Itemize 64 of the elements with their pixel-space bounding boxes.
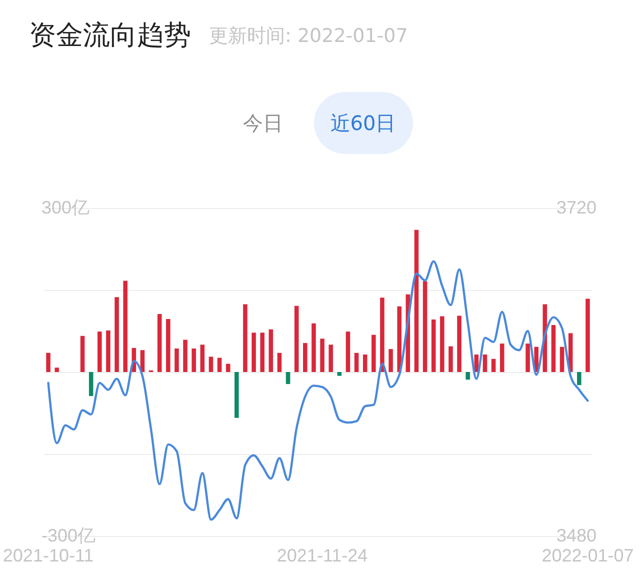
bar xyxy=(440,316,444,372)
bar xyxy=(551,324,556,372)
bar xyxy=(482,354,488,372)
bar xyxy=(337,372,342,376)
bar xyxy=(243,304,248,372)
bar xyxy=(491,358,496,372)
bar xyxy=(414,230,419,372)
bar xyxy=(388,349,393,372)
y-tick-label: 300亿 xyxy=(42,198,90,218)
bar xyxy=(106,330,110,372)
bar xyxy=(303,343,308,372)
line-series xyxy=(47,260,589,521)
bar xyxy=(362,354,368,372)
bar xyxy=(183,340,188,372)
bar xyxy=(226,364,230,372)
bar xyxy=(320,338,324,372)
bar xyxy=(98,332,102,372)
x-tick-label: 2022-01-07 xyxy=(542,546,634,566)
chart-title: 资金流向趋势 xyxy=(29,20,191,51)
bar xyxy=(466,372,470,380)
bar xyxy=(294,306,299,372)
bar xyxy=(346,332,350,372)
bar xyxy=(277,352,282,372)
bar xyxy=(380,298,384,372)
x-tick-label: 2021-11-24 xyxy=(276,546,368,566)
y2-tick-label: 3720 xyxy=(556,198,596,218)
bar xyxy=(500,344,504,372)
y-tick-label: -300亿 xyxy=(42,526,96,546)
bar xyxy=(80,336,85,372)
bar xyxy=(192,348,196,372)
bar xyxy=(174,348,179,372)
bar xyxy=(46,352,50,372)
x-tick-label: 2021-10-11 xyxy=(2,546,94,566)
bar xyxy=(114,297,119,372)
bar xyxy=(157,314,162,372)
bar xyxy=(448,346,453,372)
bar xyxy=(252,332,256,372)
bar xyxy=(431,320,436,372)
bar xyxy=(123,280,128,372)
bar xyxy=(354,352,359,372)
bar xyxy=(422,281,428,372)
bar xyxy=(526,344,530,372)
bar xyxy=(166,318,170,372)
text: 今日 xyxy=(243,111,283,135)
bar xyxy=(268,329,274,372)
bar xyxy=(577,372,582,386)
bar xyxy=(397,306,402,372)
bar xyxy=(260,332,264,372)
bar xyxy=(234,372,239,418)
bar xyxy=(312,323,316,372)
bar xyxy=(286,372,290,384)
bar xyxy=(88,372,94,396)
bar xyxy=(560,346,564,372)
bar xyxy=(372,334,376,372)
bar xyxy=(217,358,222,372)
chart-subtitle: 更新时间: 2022-01-07 xyxy=(209,25,408,47)
bar xyxy=(328,344,333,372)
y2-tick-label: 3480 xyxy=(556,526,596,546)
bar xyxy=(586,298,590,372)
bar xyxy=(200,344,205,372)
bar xyxy=(457,316,462,372)
bar xyxy=(54,368,59,372)
text: 近60日 xyxy=(330,111,396,135)
bar xyxy=(208,356,214,372)
